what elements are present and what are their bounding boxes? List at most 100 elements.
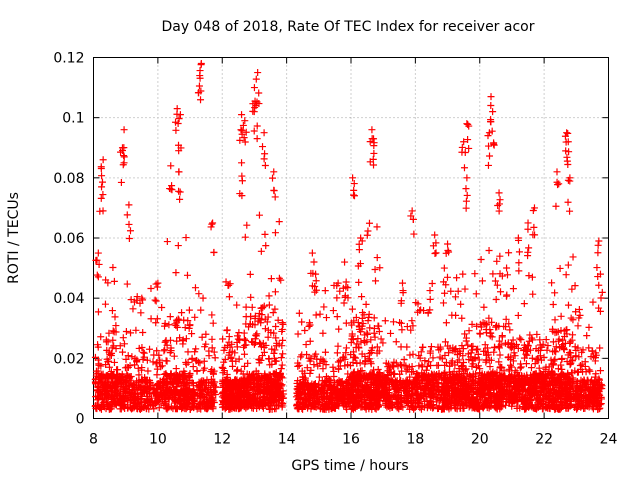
data-point [141, 385, 149, 393]
data-point [188, 399, 196, 407]
data-point [439, 299, 447, 307]
data-point [308, 249, 316, 257]
data-point [245, 370, 253, 378]
data-point [175, 115, 183, 123]
data-point [258, 401, 266, 409]
data-point [520, 300, 528, 308]
data-point [103, 402, 111, 410]
data-point [566, 207, 574, 215]
data-point [209, 319, 217, 327]
data-point [174, 315, 182, 323]
data-point [110, 358, 118, 366]
data-point [452, 311, 460, 319]
data-point [176, 394, 184, 402]
data-point [553, 168, 561, 176]
data-point [496, 351, 504, 359]
data-point [350, 186, 358, 194]
data-point [97, 333, 105, 341]
data-point [340, 402, 348, 410]
data-point [492, 295, 500, 303]
data-point [194, 89, 202, 97]
data-point [130, 298, 138, 306]
data-point [401, 397, 409, 405]
y-tick-label: 0.12 [53, 51, 84, 67]
data-point [236, 136, 244, 144]
data-point [124, 363, 132, 371]
data-point [163, 371, 171, 379]
data-point [161, 346, 169, 354]
data-point [234, 402, 242, 410]
data-point [364, 355, 372, 363]
data-point [361, 387, 369, 395]
data-point [303, 350, 311, 358]
data-point [238, 127, 246, 135]
data-point [174, 120, 182, 128]
data-point [104, 371, 112, 379]
data-point [307, 405, 315, 413]
data-point [398, 326, 406, 334]
data-point [371, 333, 379, 341]
x-tick-label: 20 [471, 432, 489, 448]
data-point [167, 185, 175, 193]
data-point [176, 334, 184, 342]
data-point [135, 399, 143, 407]
data-point [230, 399, 238, 407]
data-point [259, 393, 267, 401]
data-point [355, 322, 363, 330]
data-point [262, 341, 270, 349]
data-point [99, 370, 107, 378]
data-point [341, 292, 349, 300]
data-point [163, 238, 171, 246]
data-point [195, 82, 203, 90]
data-point [342, 349, 350, 357]
data-point [393, 399, 401, 407]
data-point [97, 194, 105, 202]
data-point [131, 390, 139, 398]
data-point [250, 108, 258, 116]
data-point [347, 385, 355, 393]
data-point [260, 348, 268, 356]
data-point [574, 322, 582, 330]
data-point [146, 379, 154, 387]
data-point [234, 366, 242, 374]
data-point [257, 376, 265, 384]
data-point [459, 270, 467, 278]
data-point [93, 256, 101, 264]
data-point [353, 380, 361, 388]
data-point [557, 312, 565, 320]
data-point [348, 335, 356, 343]
data-point [225, 281, 233, 289]
data-point [94, 249, 102, 257]
data-point [272, 357, 280, 365]
data-point [197, 96, 205, 104]
data-point [120, 340, 128, 348]
data-point [595, 237, 603, 245]
data-point [155, 404, 163, 412]
data-point [302, 396, 310, 404]
data-point [305, 322, 313, 330]
y-tick-label: 0.1 [62, 111, 84, 127]
data-point [274, 316, 282, 324]
data-point [257, 304, 265, 312]
data-point [219, 364, 227, 372]
data-point [394, 384, 402, 392]
data-point [238, 159, 246, 167]
data-point [497, 288, 505, 296]
data-point [271, 370, 279, 378]
data-point [267, 275, 275, 283]
data-point [254, 381, 262, 389]
data-point [111, 399, 119, 407]
data-point [350, 353, 358, 361]
data-point [342, 278, 350, 286]
data-point [297, 394, 305, 402]
data-point [338, 396, 346, 404]
data-point [462, 185, 470, 193]
data-point [341, 258, 349, 266]
data-point [104, 338, 112, 346]
data-point [355, 343, 363, 351]
data-point [442, 319, 450, 327]
data-point [358, 373, 366, 381]
data-point [333, 349, 341, 357]
data-point [279, 400, 287, 408]
data-point [223, 391, 231, 399]
